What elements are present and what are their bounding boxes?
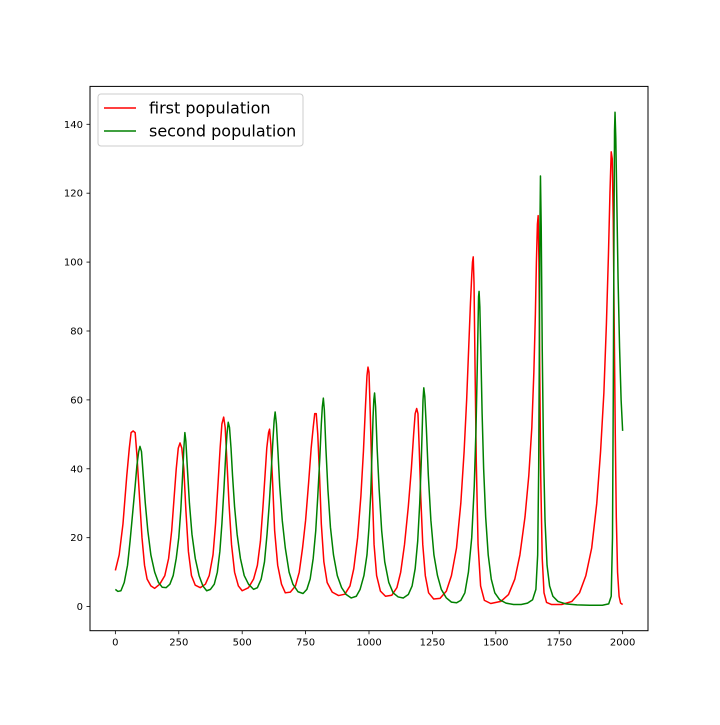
- x-tick-label: 1000: [356, 638, 381, 649]
- y-axis: 0 20 40 60 80 100 120 140: [64, 120, 90, 613]
- x-tick-label: 1750: [547, 638, 572, 649]
- x-tick-label: 0: [112, 638, 118, 649]
- x-tick-label: 1250: [420, 638, 445, 649]
- y-tick-label: 120: [64, 189, 83, 200]
- series-line-2: [114, 111, 624, 606]
- series-layer: [114, 111, 624, 606]
- legend: first population second population: [97, 93, 304, 147]
- x-tick-label: 750: [296, 638, 315, 649]
- y-tick-label: 140: [64, 120, 83, 131]
- x-tick-label: 500: [233, 638, 252, 649]
- y-tick-label: 100: [64, 258, 83, 269]
- y-tick-label: 0: [77, 602, 83, 613]
- y-tick-label: 40: [70, 464, 83, 475]
- series-line-1: [114, 151, 624, 606]
- y-tick-label: 60: [70, 395, 83, 406]
- x-axis: 0 250 500 750 1000 1250 1500 1750 2000: [112, 630, 635, 649]
- legend-label-2: second population: [149, 122, 296, 141]
- legend-box: [97, 93, 304, 147]
- x-tick-label: 1500: [483, 638, 508, 649]
- x-tick-label: 2000: [610, 638, 635, 649]
- y-tick-label: 20: [70, 533, 83, 544]
- legend-label-1: first population: [149, 99, 271, 118]
- y-tick-label: 80: [70, 326, 83, 337]
- x-tick-label: 250: [169, 638, 188, 649]
